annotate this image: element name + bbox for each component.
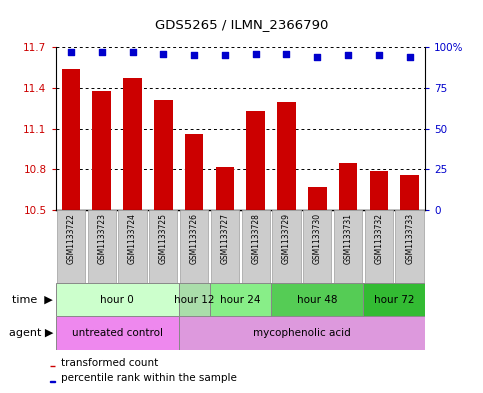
FancyBboxPatch shape [271, 283, 364, 316]
Text: hour 72: hour 72 [374, 295, 414, 305]
FancyBboxPatch shape [57, 210, 85, 283]
Text: GSM1133733: GSM1133733 [405, 213, 414, 264]
Text: GSM1133731: GSM1133731 [343, 213, 353, 264]
FancyBboxPatch shape [365, 210, 393, 283]
Bar [215, 167, 234, 210]
Text: GSM1133725: GSM1133725 [159, 213, 168, 264]
Text: GSM1133723: GSM1133723 [97, 213, 106, 264]
FancyBboxPatch shape [180, 210, 208, 283]
Text: GSM1133732: GSM1133732 [374, 213, 384, 264]
Point [159, 51, 167, 57]
Bar [369, 171, 388, 210]
FancyBboxPatch shape [56, 283, 179, 316]
FancyBboxPatch shape [396, 210, 424, 283]
Point [344, 52, 352, 59]
Point [190, 52, 198, 59]
Bar [92, 91, 111, 210]
Bar [339, 163, 357, 210]
FancyBboxPatch shape [303, 210, 331, 283]
Text: untreated control: untreated control [71, 328, 163, 338]
Bar [62, 69, 80, 210]
Text: GSM1133724: GSM1133724 [128, 213, 137, 264]
Text: GSM1133722: GSM1133722 [67, 213, 75, 264]
FancyBboxPatch shape [179, 316, 425, 350]
FancyBboxPatch shape [56, 316, 179, 350]
FancyBboxPatch shape [272, 210, 300, 283]
Text: hour 48: hour 48 [297, 295, 338, 305]
FancyBboxPatch shape [87, 210, 116, 283]
Point [283, 51, 290, 57]
Bar [50, 365, 55, 366]
Text: mycophenolic acid: mycophenolic acid [253, 328, 351, 338]
Text: hour 24: hour 24 [220, 295, 260, 305]
Text: GSM1133729: GSM1133729 [282, 213, 291, 264]
FancyBboxPatch shape [149, 210, 177, 283]
FancyBboxPatch shape [242, 210, 270, 283]
Bar [246, 111, 265, 210]
Text: hour 12: hour 12 [174, 295, 214, 305]
Point [375, 52, 383, 59]
Text: transformed count: transformed count [61, 358, 158, 368]
Text: GSM1133727: GSM1133727 [220, 213, 229, 264]
Point [313, 54, 321, 60]
Text: GSM1133730: GSM1133730 [313, 213, 322, 264]
Text: GDS5265 / ILMN_2366790: GDS5265 / ILMN_2366790 [155, 18, 328, 31]
Text: agent ▶: agent ▶ [9, 328, 53, 338]
Point [67, 49, 75, 55]
FancyBboxPatch shape [179, 283, 210, 316]
FancyBboxPatch shape [334, 210, 362, 283]
Point [98, 49, 106, 55]
Point [128, 49, 136, 55]
Bar [123, 79, 142, 210]
Text: hour 0: hour 0 [100, 295, 134, 305]
Bar [185, 134, 203, 210]
Text: time  ▶: time ▶ [13, 295, 53, 305]
Bar [400, 175, 419, 210]
Point [406, 54, 413, 60]
FancyBboxPatch shape [210, 283, 271, 316]
Point [252, 51, 259, 57]
Text: GSM1133726: GSM1133726 [190, 213, 199, 264]
Text: GSM1133728: GSM1133728 [251, 213, 260, 264]
Bar [277, 101, 296, 210]
FancyBboxPatch shape [118, 210, 147, 283]
Text: percentile rank within the sample: percentile rank within the sample [61, 373, 237, 384]
Bar [50, 381, 55, 382]
FancyBboxPatch shape [211, 210, 239, 283]
Bar [308, 187, 327, 210]
Point [221, 52, 229, 59]
Bar [154, 100, 172, 210]
FancyBboxPatch shape [364, 283, 425, 316]
